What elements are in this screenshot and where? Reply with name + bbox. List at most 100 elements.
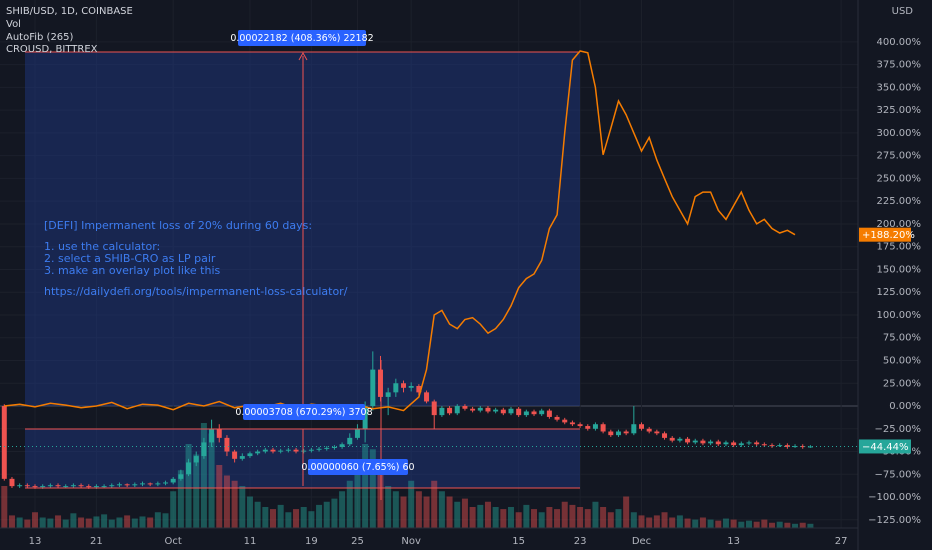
- candle-body: [116, 484, 122, 486]
- candle-body: [539, 410, 545, 415]
- y-tick-label: 400.00%: [877, 37, 922, 48]
- volume-bar: [669, 517, 676, 528]
- volume-bar: [246, 496, 253, 528]
- candle-body: [278, 450, 284, 452]
- candle-body: [262, 449, 268, 452]
- volume-bar: [277, 504, 284, 528]
- volume-bar: [231, 480, 238, 528]
- candle-body: [178, 474, 184, 479]
- x-tick-label: 23: [574, 536, 587, 547]
- candle-body: [101, 486, 107, 488]
- candle-body: [769, 445, 775, 447]
- volume-bar: [185, 444, 192, 528]
- volume-bar: [792, 523, 799, 528]
- candle-body: [754, 442, 760, 445]
- volume-bar: [807, 523, 814, 528]
- x-tick-label: 21: [90, 536, 103, 547]
- x-tick-label: 13: [29, 536, 42, 547]
- volume-bar: [446, 496, 453, 528]
- volume-bar: [392, 491, 399, 528]
- currency: USD: [892, 6, 914, 17]
- candle-body: [792, 446, 798, 448]
- volume-bar: [676, 515, 683, 528]
- candle-body: [232, 451, 238, 459]
- volume-bar: [554, 509, 561, 528]
- volume-bar: [438, 491, 445, 528]
- volume-bar: [385, 486, 392, 528]
- volume-bar: [262, 507, 269, 528]
- candle-body: [723, 442, 729, 445]
- x-tick-label: 15: [512, 536, 525, 547]
- candle-body: [646, 428, 652, 432]
- volume-bar: [193, 454, 200, 528]
- volume-bar: [500, 509, 507, 528]
- candle-body: [316, 448, 322, 450]
- volume-bar: [8, 515, 15, 528]
- candle-body: [55, 485, 61, 487]
- candle-body: [163, 482, 169, 484]
- price-tag-label: +188.20%: [862, 230, 915, 241]
- volume-bar: [354, 470, 361, 528]
- candle-body: [500, 409, 506, 414]
- candle-body: [354, 428, 360, 438]
- candle-body: [40, 486, 46, 488]
- volume-bar: [738, 521, 745, 528]
- volume-bar: [692, 519, 699, 528]
- candle-body: [377, 369, 383, 397]
- candle-body: [47, 485, 53, 487]
- axes: −125.00%−100.00%−75.00%−50.00%−25.00%0.0…: [29, 37, 921, 547]
- note: https://dailydefi.org/tools/impermanent-…: [44, 285, 348, 298]
- candle-body: [1, 406, 7, 479]
- volume-bar: [531, 509, 538, 528]
- candle-body: [807, 446, 813, 448]
- candle-body: [324, 447, 330, 449]
- volume: [1, 423, 814, 528]
- volume-bar: [469, 507, 476, 528]
- candle-body: [738, 443, 744, 446]
- candle-body: [454, 406, 460, 414]
- candle-body: [577, 424, 583, 427]
- candle-body: [186, 462, 192, 475]
- candle-body: [523, 411, 529, 416]
- candle-body: [347, 437, 353, 445]
- x-tick-label: 25: [351, 536, 364, 547]
- volume-bar: [170, 491, 177, 528]
- x-tick-label: 27: [835, 536, 848, 547]
- candle-body: [585, 426, 591, 429]
- volume-bar: [753, 521, 760, 528]
- volume-bar: [131, 518, 138, 528]
- volume-bar: [454, 501, 461, 528]
- y-tick-label: 0.00%: [889, 401, 921, 412]
- volume-bar: [323, 501, 330, 528]
- candle-body: [800, 446, 806, 448]
- volume-bar: [308, 511, 315, 528]
- volume-bar: [362, 444, 369, 528]
- candle-body: [70, 485, 76, 487]
- candle-body: [370, 369, 376, 407]
- candle-body: [201, 442, 207, 457]
- grid: [0, 405, 858, 407]
- candle-body: [569, 422, 575, 425]
- y-tick-label: 275.00%: [877, 151, 922, 162]
- x-tick-label: Nov: [401, 536, 421, 547]
- candle-body: [508, 408, 514, 414]
- x-tick-label: 19: [305, 536, 318, 547]
- volume-bar: [154, 512, 161, 528]
- overlay: [4, 50, 796, 412]
- volume-bar: [300, 507, 307, 528]
- candle-body: [608, 431, 614, 436]
- candle-body: [439, 407, 445, 416]
- volume-bar: [523, 504, 530, 528]
- volume-bar: [369, 449, 376, 528]
- note: [DEFI] Impermanent loss of 20% during 60…: [44, 219, 312, 232]
- volume-bar: [745, 520, 752, 528]
- volume-bar: [600, 507, 607, 528]
- volume-bar: [239, 486, 246, 528]
- volume-bar: [223, 475, 230, 528]
- volume-bar: [684, 518, 691, 528]
- candle-body: [692, 440, 698, 443]
- volume-bar: [607, 512, 614, 528]
- volume-bar: [1, 486, 8, 528]
- volume-bar: [423, 496, 430, 528]
